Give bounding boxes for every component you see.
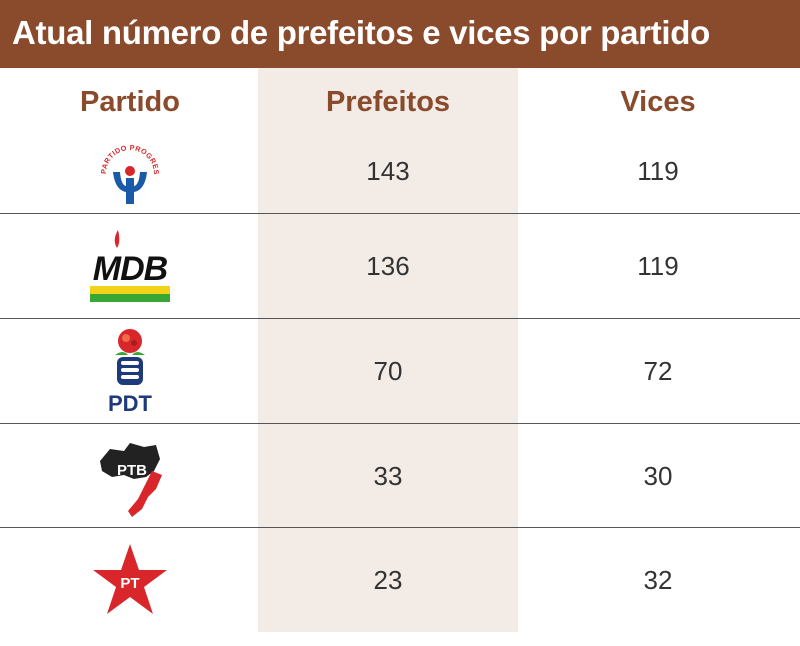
vices-value: 119 [637,250,679,281]
vices-value: 32 [643,564,673,595]
table-row: PT 23 32 [0,528,800,632]
table-row: PTB 33 30 [0,424,800,528]
prefeitos-value: 143 [366,155,410,186]
svg-text:PT: PT [120,575,139,592]
ptb-logo: PTB [60,424,200,528]
row-divider [0,318,800,319]
header-partido: Partido [80,86,180,118]
row-divider [0,527,800,528]
mdb-logo: MDB [60,214,200,318]
vices-value: 119 [637,155,679,186]
title-bar: Atual número de prefeitos e vices por pa… [0,0,800,68]
row-divider [0,213,800,214]
table-row: MDB 136 119 [0,214,800,318]
prefeitos-value: 23 [373,564,403,595]
header-prefeitos: Prefeitos [325,86,451,118]
prefeitos-value: 136 [366,250,410,281]
pdt-logo: PDT [60,319,200,423]
row-divider [0,423,800,424]
vices-value: 30 [643,460,673,491]
table-row: PDT 70 72 [0,319,800,423]
pt-logo: PT [60,528,200,632]
vices-value: 72 [643,355,673,386]
header-vices: Vices [620,86,696,118]
prefeitos-value: 33 [373,460,403,491]
chart-title: Atual número de prefeitos e vices por pa… [12,14,710,51]
prefeitos-column-shade [258,68,518,632]
svg-text:PTB: PTB [117,462,147,479]
svg-text:PDT: PDT [108,391,153,416]
pp-logo: PARTIDO PROGRESSISTA [60,128,200,214]
table-row: PARTIDO PROGRESSISTA 143 119 [0,128,800,214]
svg-text:MDB: MDB [93,250,168,288]
prefeitos-value: 70 [373,355,403,386]
